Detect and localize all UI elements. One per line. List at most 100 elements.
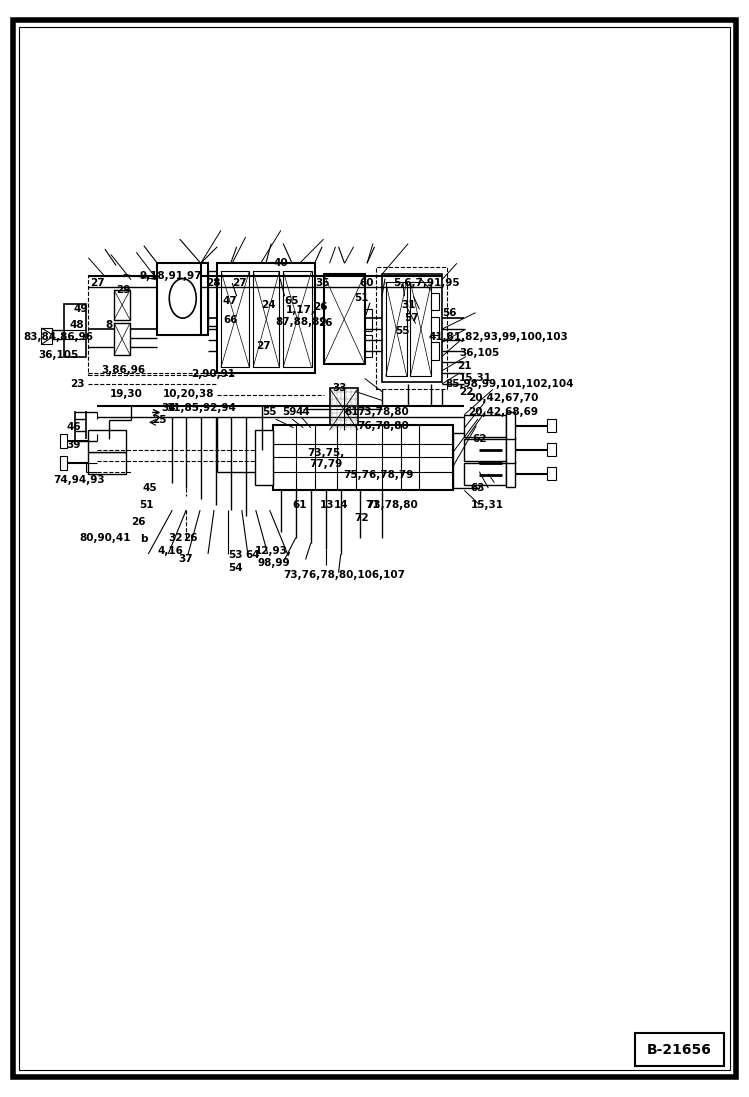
Text: 73,76,78,80,106,107: 73,76,78,80,106,107 [284, 569, 405, 580]
Text: 80,90,41: 80,90,41 [79, 532, 130, 543]
Bar [60, 456, 67, 470]
Bar [410, 282, 431, 376]
Text: 73,78,80: 73,78,80 [366, 499, 418, 510]
Bar [365, 309, 372, 331]
Text: 15,31: 15,31 [470, 499, 503, 510]
Text: 20,42,67,70: 20,42,67,70 [468, 393, 539, 404]
Text: 36,105: 36,105 [38, 350, 79, 361]
Text: 12,93,
98,99: 12,93, 98,99 [255, 546, 292, 568]
Text: 46: 46 [66, 421, 81, 432]
Bar [431, 342, 439, 360]
Bar [382, 274, 442, 382]
Text: 10,20,38: 10,20,38 [163, 388, 214, 399]
Bar [60, 434, 67, 448]
Text: 66: 66 [223, 315, 238, 326]
Text: 26: 26 [183, 532, 198, 543]
Bar [221, 271, 249, 367]
Bar [506, 412, 515, 439]
Bar [324, 274, 365, 364]
Bar [208, 271, 217, 326]
Text: 37: 37 [178, 554, 193, 565]
Text: 55: 55 [395, 326, 410, 337]
Text: B-21656: B-21656 [647, 1043, 712, 1056]
Text: 8: 8 [105, 319, 112, 330]
Text: 36,105: 36,105 [459, 348, 500, 359]
Bar [464, 415, 506, 437]
Text: 20,42,68,69: 20,42,68,69 [468, 407, 539, 418]
Bar [217, 263, 315, 373]
Text: 25: 25 [152, 415, 167, 426]
Text: 27: 27 [256, 340, 271, 351]
Text: 53: 53 [228, 550, 243, 561]
Text: 59: 59 [282, 407, 297, 418]
Text: 27: 27 [90, 278, 105, 289]
Text: 74,94,93: 74,94,93 [53, 475, 104, 486]
Text: 26: 26 [313, 302, 327, 313]
Text: b: b [140, 533, 148, 544]
Text: 75,76,78,79: 75,76,78,79 [343, 470, 413, 480]
Text: 22: 22 [458, 386, 473, 397]
Text: 27: 27 [232, 278, 247, 289]
Text: 72: 72 [354, 512, 369, 523]
Text: 62: 62 [472, 433, 487, 444]
Text: 21: 21 [457, 361, 472, 372]
Text: 54: 54 [228, 563, 243, 574]
Text: 4,16: 4,16 [158, 545, 184, 556]
Bar [453, 433, 479, 488]
Text: 3,86,96: 3,86,96 [102, 364, 145, 375]
Bar [547, 467, 556, 480]
Text: 34: 34 [161, 403, 176, 414]
Text: 9,18,91,97: 9,18,91,97 [139, 271, 202, 282]
Bar [365, 335, 372, 357]
Bar [88, 430, 126, 452]
Circle shape [169, 279, 196, 318]
Text: 39: 39 [66, 440, 81, 451]
Text: 44: 44 [296, 407, 311, 418]
Text: 24: 24 [261, 299, 276, 310]
Text: 45: 45 [142, 483, 157, 494]
Text: 15,31: 15,31 [459, 373, 492, 384]
Text: 57: 57 [404, 313, 419, 324]
Text: 61: 61 [292, 499, 307, 510]
Text: 41,81,82,93,99,100,103: 41,81,82,93,99,100,103 [428, 331, 568, 342]
Bar [88, 452, 126, 474]
Text: 5,6,7,91,95: 5,6,7,91,95 [394, 278, 460, 289]
Bar [547, 443, 556, 456]
Bar [157, 263, 208, 335]
Bar [431, 317, 439, 335]
Text: 26: 26 [318, 317, 333, 328]
Bar [273, 425, 453, 490]
Text: 40: 40 [273, 258, 288, 269]
Text: 26: 26 [131, 517, 146, 528]
Text: 55: 55 [262, 407, 277, 418]
Text: 48: 48 [70, 319, 85, 330]
Text: 73,75,
77,79: 73,75, 77,79 [307, 448, 345, 470]
Bar [464, 463, 506, 485]
Bar [386, 282, 407, 376]
Text: 85,98,99,101,102,104: 85,98,99,101,102,104 [445, 378, 574, 389]
Text: 32: 32 [168, 532, 183, 543]
Text: 13: 13 [319, 499, 334, 510]
Bar [635, 1033, 724, 1066]
Text: 2,90,91: 2,90,91 [191, 369, 234, 380]
Text: 1,17,
87,88,89: 1,17, 87,88,89 [276, 305, 327, 327]
Text: 65: 65 [285, 295, 300, 306]
Text: 11,85,92,94: 11,85,92,94 [167, 403, 237, 414]
Text: 61: 61 [345, 407, 360, 418]
Text: 63: 63 [470, 483, 485, 494]
Text: 51: 51 [139, 499, 154, 510]
Text: 35: 35 [315, 278, 330, 289]
Text: 71: 71 [366, 499, 380, 510]
Text: 29: 29 [116, 284, 131, 295]
Text: 23: 23 [70, 378, 85, 389]
Bar [114, 290, 130, 320]
Bar [41, 328, 52, 344]
Text: 56: 56 [442, 307, 457, 318]
Bar [255, 430, 273, 485]
Bar [88, 276, 234, 375]
Bar [547, 419, 556, 432]
Text: 31: 31 [401, 299, 416, 310]
Bar [464, 439, 506, 461]
Bar [114, 323, 130, 355]
Text: 49: 49 [73, 304, 88, 315]
